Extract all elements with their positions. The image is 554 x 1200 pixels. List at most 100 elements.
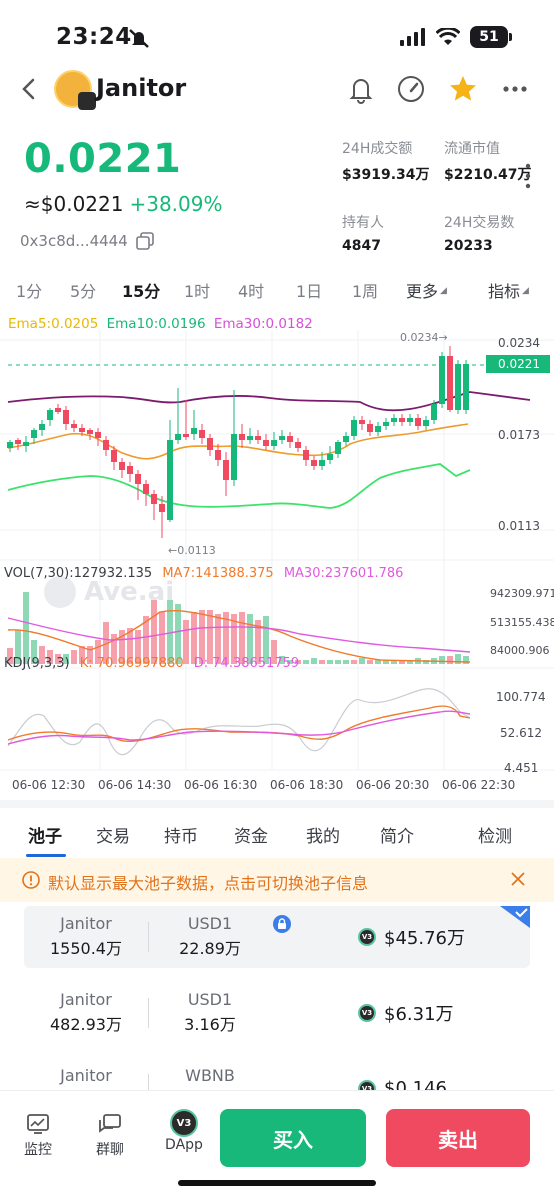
nav-group-label: 群聊	[96, 1142, 124, 1158]
volume-bar	[351, 660, 357, 664]
timeframe-15m[interactable]: 15分	[122, 282, 161, 301]
candle-body	[47, 410, 53, 420]
nav-dapp[interactable]: V3 DApp	[158, 1109, 210, 1153]
volume-bar	[375, 660, 381, 664]
tab-intro[interactable]: 简介	[380, 827, 414, 847]
pool-liquidity-value: $45.76万	[384, 928, 465, 949]
volume-bar	[335, 660, 341, 664]
stat-marketcap: 流通市值 $2210.47万	[444, 138, 532, 184]
tab-trades[interactable]: 交易	[96, 827, 130, 847]
pool-token-amount: 1550.4万	[50, 939, 122, 958]
candle-body	[391, 418, 397, 422]
volume-bar	[143, 616, 149, 664]
tab-holders[interactable]: 持币	[164, 827, 198, 847]
vertical-more-icon[interactable]	[524, 160, 532, 200]
ema-legend: Ema5:0.0205 Ema10:0.0196 Ema30:0.0182	[8, 316, 313, 332]
volume-bar	[15, 630, 21, 664]
volume-bar	[439, 656, 445, 664]
kdj-legend: KDJ(9,3,3) K: 70.96997880 D: 74.38651759	[4, 656, 299, 671]
timeframe-5m[interactable]: 5分	[70, 282, 97, 301]
candle-body	[367, 424, 373, 432]
gauge-icon[interactable]	[394, 72, 428, 106]
pool-quote: USD1 22.89万	[168, 914, 252, 959]
candle-body	[39, 424, 45, 430]
volume-bars	[7, 592, 469, 664]
volume-bar	[223, 612, 229, 664]
timeframe-more[interactable]: 更多	[406, 282, 439, 301]
tab-check[interactable]: 检测	[478, 827, 512, 847]
volume-bar	[231, 614, 237, 664]
v3-badge-icon: V3	[358, 928, 376, 946]
time-label: 06-06 18:30	[270, 778, 344, 792]
stat-value: 20233	[444, 238, 493, 254]
volume-bar	[215, 614, 221, 664]
volume-bar	[151, 600, 157, 664]
contract-address[interactable]: 0x3c8d...4444	[20, 232, 154, 250]
candle-body	[359, 420, 365, 424]
back-icon[interactable]	[16, 74, 44, 104]
pool-liquidity-value: $6.31万	[384, 1004, 454, 1025]
battery-indicator: 51	[470, 26, 512, 48]
pool-quote-name: WBNB	[185, 1066, 235, 1085]
price-chart[interactable]: Ave.ai 0.0234 0.0221 0.0173 0.0113 0.023…	[0, 326, 554, 800]
nav-monitor-label: 监控	[24, 1142, 52, 1158]
ema5-label: Ema5:0.0205	[8, 316, 99, 332]
bell-icon[interactable]	[344, 72, 378, 106]
volume-bar	[167, 600, 173, 664]
warning-icon	[22, 871, 40, 889]
token-name: Janitor	[96, 74, 187, 102]
candle-body	[335, 442, 341, 454]
volume-bar	[271, 640, 277, 664]
more-icon[interactable]	[498, 72, 532, 106]
pool-row-selected[interactable]: Janitor 1550.4万 USD1 22.89万 V3 $45.76万	[24, 906, 530, 968]
timeframe-4h[interactable]: 4时	[238, 282, 265, 301]
candle-body	[303, 450, 309, 460]
candle-body	[255, 436, 261, 440]
selected-check-icon	[500, 906, 530, 928]
timeframe-1m[interactable]: 1分	[16, 282, 43, 301]
indicator-menu[interactable]: 指标	[488, 282, 521, 301]
volume-bar	[447, 656, 453, 664]
kdj-axis-high: 100.774	[496, 690, 546, 704]
buy-button[interactable]: 买入	[220, 1109, 366, 1167]
copy-icon[interactable]	[135, 232, 154, 250]
timeframe-1h[interactable]: 1时	[184, 282, 211, 301]
v3-badge-icon: V3	[358, 1004, 376, 1022]
candle-body	[127, 466, 133, 474]
sell-button[interactable]: 卖出	[386, 1109, 530, 1167]
candle-body	[423, 420, 429, 426]
price-usd-value: ≈$0.0221	[24, 192, 124, 216]
tab-funds[interactable]: 资金	[234, 827, 268, 847]
timeframe-1w[interactable]: 1周	[352, 282, 379, 301]
pool-notice[interactable]: 默认显示最大池子数据，点击可切换池子信息	[0, 858, 554, 902]
stat-value: 4847	[342, 238, 381, 254]
tab-pools[interactable]: 池子	[28, 827, 62, 847]
volume-bar	[327, 660, 333, 664]
timeframe-1d[interactable]: 1日	[296, 282, 323, 301]
vol-ma30-line	[7, 617, 471, 653]
star-icon[interactable]	[446, 72, 480, 106]
close-icon[interactable]	[510, 871, 526, 887]
high-marker: 0.0234→	[400, 331, 448, 344]
volume-bar	[119, 630, 125, 664]
candle-body	[87, 430, 93, 434]
pool-quote: WBNB	[168, 1066, 252, 1085]
pool-quote-amount: 22.89万	[179, 939, 241, 958]
active-tab-indicator	[26, 854, 66, 857]
volume-legend: VOL(7,30):127932.135 MA7:141388.375 MA30…	[4, 566, 403, 581]
stat-label: 持有人	[342, 215, 384, 231]
volume-bar	[63, 654, 69, 664]
candle-body	[431, 404, 437, 420]
candle-body	[135, 474, 141, 484]
nav-monitor[interactable]: 监控	[12, 1113, 64, 1159]
price-axis-current: 0.0221	[498, 357, 540, 371]
tab-mine[interactable]: 我的	[306, 827, 340, 847]
stat-label: 24H成交额	[342, 141, 413, 157]
volume-bar	[127, 628, 133, 664]
candle-body	[231, 434, 237, 480]
time-label: 06-06 16:30	[184, 778, 258, 792]
pool-row[interactable]: Janitor 482.93万 USD1 3.16万 V3 $6.31万	[24, 982, 530, 1044]
dapp-icon: V3	[170, 1109, 198, 1137]
nav-group-chat[interactable]: 群聊	[84, 1113, 136, 1159]
candle-body	[415, 418, 421, 426]
